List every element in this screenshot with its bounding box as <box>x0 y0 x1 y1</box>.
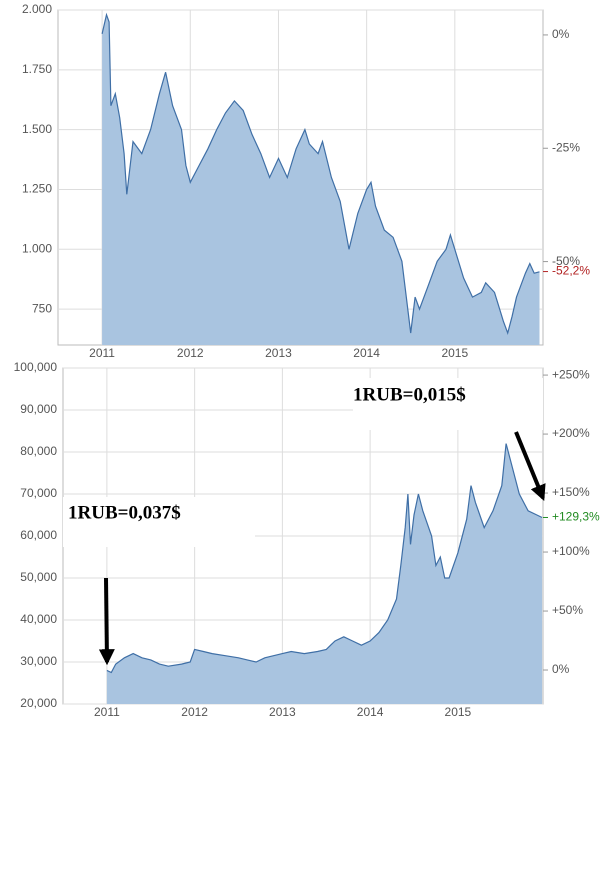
y2-tick-label: +150% <box>552 485 590 499</box>
y-tick-label: 1.750 <box>22 62 52 76</box>
area-fill <box>106 443 543 704</box>
x-tick-label: 2014 <box>357 705 384 719</box>
x-tick-label: 2015 <box>441 346 468 360</box>
note-box <box>353 378 543 430</box>
area-line <box>101 12 540 335</box>
x-tick-label: 2011 <box>89 346 115 360</box>
annotation: +129,3% <box>552 510 600 524</box>
y-tick-label: 1.500 <box>22 122 52 136</box>
area-line <box>106 443 543 674</box>
x-tick-label: 2014 <box>353 346 380 360</box>
y-tick-label: 100,000 <box>14 360 58 374</box>
y2-tick-label: +100% <box>552 544 590 558</box>
note-box <box>63 497 255 547</box>
x-tick-label: 2011 <box>94 705 120 719</box>
x-tick-label: 2012 <box>177 346 204 360</box>
note: 1RUB=0,037$ <box>68 502 181 523</box>
y-tick-label: 1.250 <box>22 182 52 196</box>
y-tick-label: 70,000 <box>20 486 57 500</box>
y2-tick-label: -50% <box>552 254 580 268</box>
x-tick-label: 2015 <box>445 705 472 719</box>
y-tick-label: 750 <box>32 301 52 315</box>
y-tick-label: 60,000 <box>20 528 57 542</box>
y-tick-label: 20,000 <box>20 696 57 710</box>
y-tick-label: 50,000 <box>20 570 57 584</box>
x-tick-label: 2013 <box>265 346 292 360</box>
area-fill <box>102 14 540 346</box>
note: 1RUB=0,015$ <box>353 384 466 405</box>
y-tick-label: 1.000 <box>22 241 52 255</box>
arrow <box>98 577 115 666</box>
x-tick-label: 2012 <box>181 705 208 719</box>
arrow <box>514 431 546 501</box>
x-tick-label: 2013 <box>269 705 296 719</box>
y-tick-label: 30,000 <box>20 654 57 668</box>
y2-tick-label: -25% <box>552 140 580 154</box>
y-tick-label: 90,000 <box>20 402 57 416</box>
y2-tick-label: 0% <box>552 662 570 676</box>
y-tick-label: 80,000 <box>20 444 57 458</box>
annotation: -52,2% <box>552 264 590 278</box>
y2-tick-label: +50% <box>552 603 583 617</box>
y2-tick-label: 0% <box>552 27 570 41</box>
y-tick-label: 2.000 <box>22 2 52 16</box>
y-tick-label: 40,000 <box>20 612 57 626</box>
y2-tick-label: +250% <box>552 367 590 381</box>
y2-tick-label: +200% <box>552 426 590 440</box>
